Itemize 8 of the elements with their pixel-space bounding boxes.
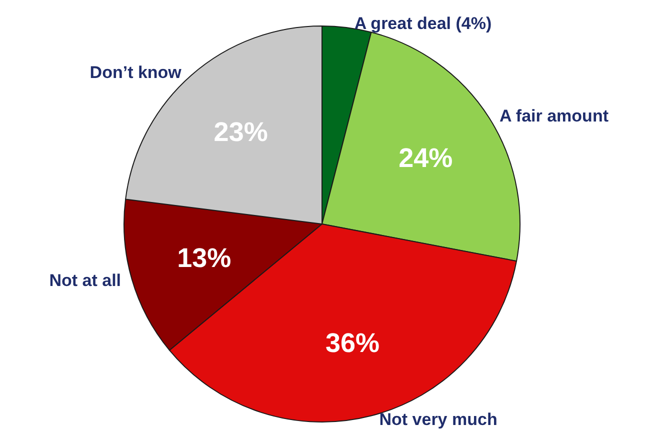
- data-label: 36%: [326, 328, 380, 358]
- slice-label: A fair amount: [500, 106, 609, 126]
- slice-label: Don’t know: [90, 62, 182, 82]
- slice-label: Not very much: [379, 410, 498, 430]
- data-label: 24%: [398, 143, 453, 174]
- slice-label: Not at all: [49, 270, 122, 290]
- slice-label: A great deal (4%): [354, 14, 492, 34]
- data-label: 13%: [177, 243, 232, 274]
